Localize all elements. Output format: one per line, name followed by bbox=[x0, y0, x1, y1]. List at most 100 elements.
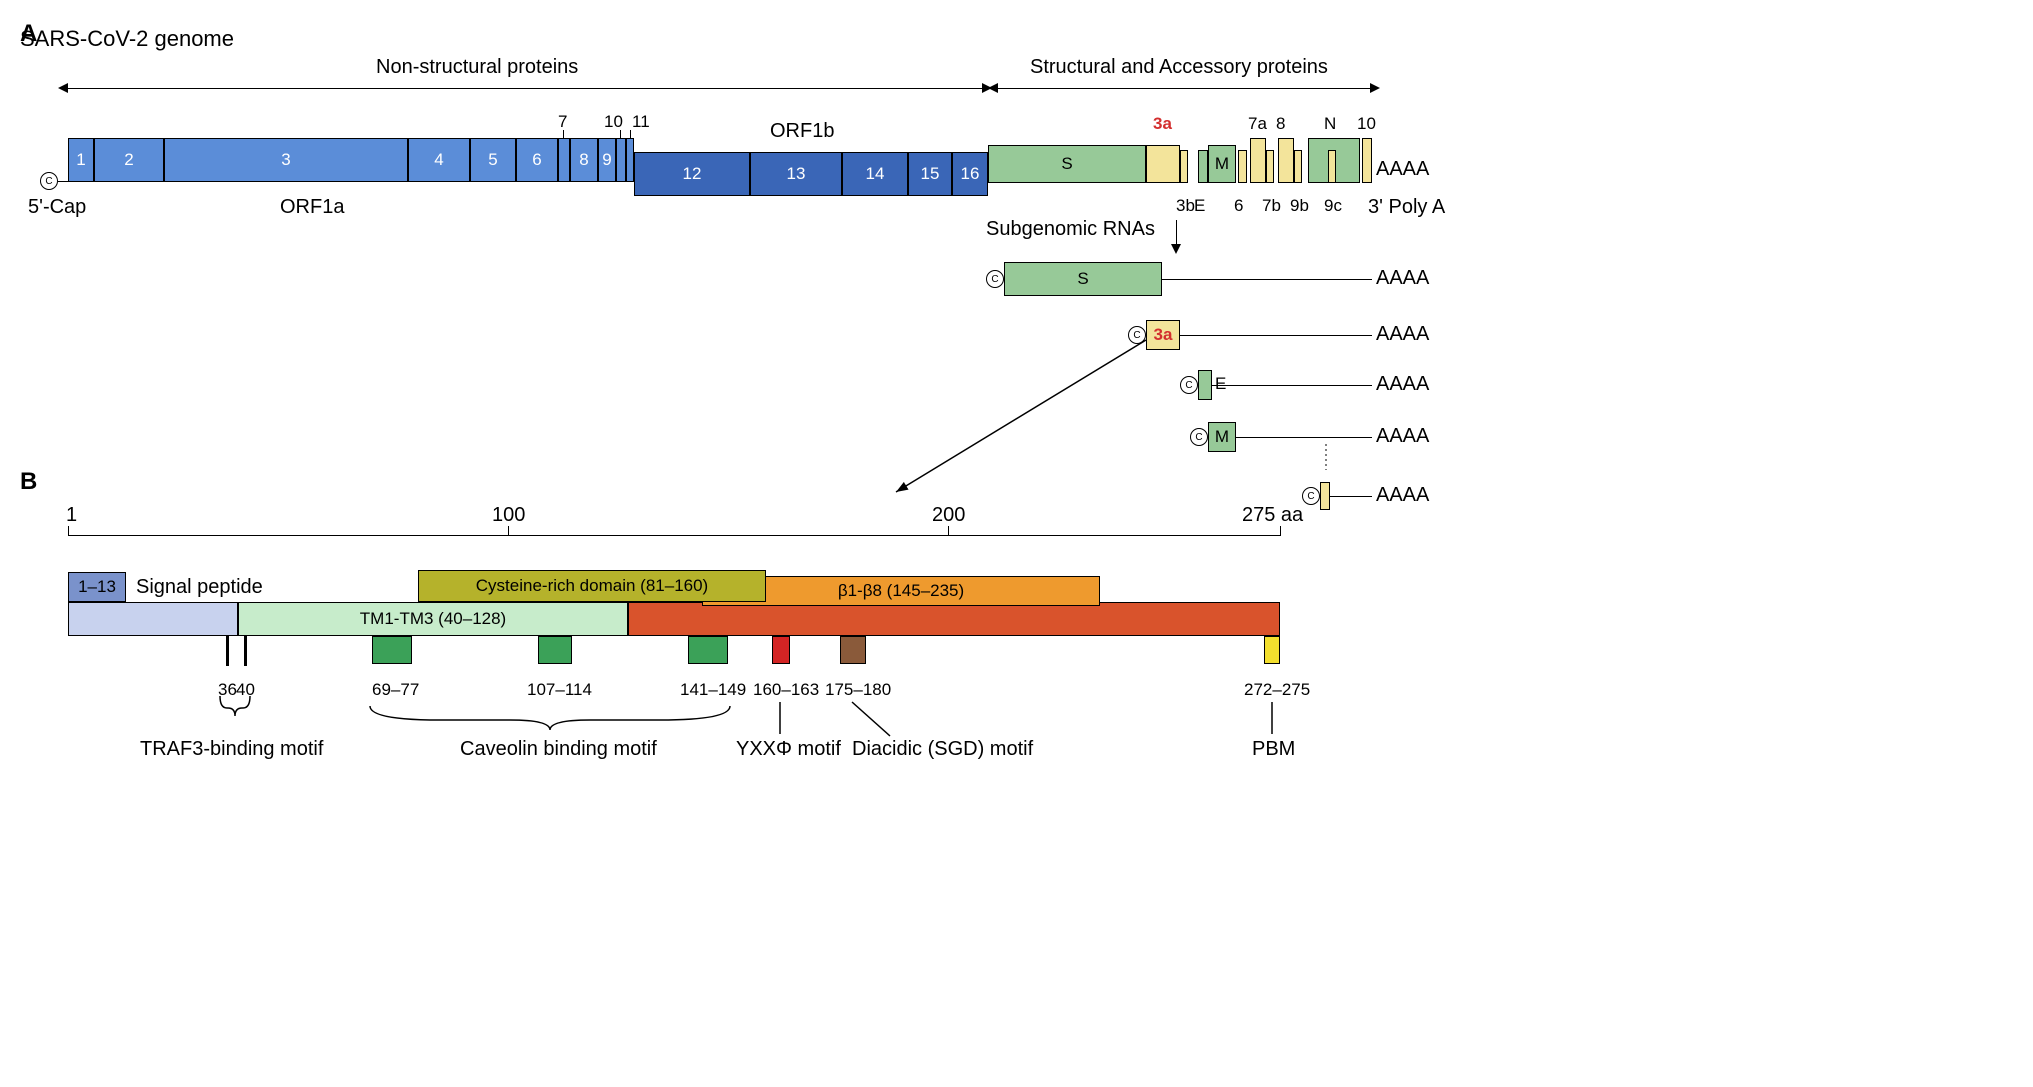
cap-icon: C bbox=[1128, 326, 1146, 344]
caveolin-label: Caveolin binding motif bbox=[460, 738, 657, 761]
signal-peptide-text: Signal peptide bbox=[136, 576, 263, 599]
sg-aaaa: AAAA bbox=[1376, 425, 1429, 448]
motif-label: 107–114 bbox=[527, 680, 592, 700]
orf1a-seg: 9 bbox=[598, 138, 616, 182]
structural-seg-label: 9b bbox=[1290, 196, 1309, 216]
structural-seg bbox=[1198, 150, 1208, 183]
sg-aaaa: AAAA bbox=[1376, 323, 1429, 346]
sg-gene: M bbox=[1208, 422, 1236, 452]
orf1b-seg: 15 bbox=[908, 152, 952, 196]
orf1a-seg: 4 bbox=[408, 138, 470, 182]
structural-seg bbox=[1238, 150, 1247, 183]
ruler-end: 275 aa bbox=[1242, 504, 1303, 527]
sg-aaaa: AAAA bbox=[1376, 373, 1429, 396]
traf3-label: TRAF3-binding motif bbox=[140, 738, 323, 761]
sg-gene: S bbox=[1004, 262, 1162, 296]
motif-tick bbox=[244, 636, 247, 666]
structural-seg-label: E bbox=[1194, 196, 1205, 216]
tick-10 bbox=[620, 130, 621, 138]
structural-seg-label: 3b bbox=[1176, 196, 1195, 216]
structural-seg bbox=[1362, 138, 1372, 183]
structural-seg-label: 6 bbox=[1234, 196, 1243, 216]
ruler-200: 200 bbox=[932, 504, 965, 527]
ruler-tend bbox=[1280, 526, 1281, 536]
subgenomic-label: Subgenomic RNAs bbox=[986, 218, 1155, 241]
tick-7 bbox=[563, 130, 564, 138]
sap-arrow-line bbox=[998, 88, 1370, 89]
domain-block: 1–13 bbox=[68, 572, 126, 602]
cap-icon: C bbox=[986, 270, 1004, 288]
yxx-label: YXXΦ motif bbox=[736, 738, 841, 761]
panel-b-label: B bbox=[20, 468, 37, 496]
sap-arrow-left bbox=[988, 83, 998, 93]
structural-seg bbox=[1250, 138, 1266, 183]
structural-seg-label: N bbox=[1324, 114, 1336, 134]
orf1b-seg: 12 bbox=[634, 152, 750, 196]
structural-seg bbox=[1146, 145, 1180, 183]
structural-seg-label: 9c bbox=[1324, 196, 1342, 216]
cap-icon: C bbox=[1180, 376, 1198, 394]
cap-icon: C bbox=[1190, 428, 1208, 446]
sg-gene bbox=[1198, 370, 1212, 400]
domain-block: TM1-TM3 (40–128) bbox=[238, 602, 628, 636]
structural-seg-label: 10 bbox=[1357, 114, 1376, 134]
orf1a-seg bbox=[626, 138, 634, 182]
motif-tick bbox=[226, 636, 229, 666]
motif-box bbox=[772, 636, 790, 664]
genome-figure: A SARS-CoV-2 genome Non-structural prote… bbox=[20, 20, 1540, 840]
orf1a-n7: 7 bbox=[558, 112, 567, 132]
orf1a-seg: 2 bbox=[94, 138, 164, 182]
orf1b-seg: 16 bbox=[952, 152, 988, 196]
motif-box bbox=[538, 636, 572, 664]
structural-seg bbox=[1180, 150, 1188, 183]
domain-block: Cysteine-rich domain (81–160) bbox=[418, 570, 766, 602]
sap-arrow-right bbox=[1370, 83, 1380, 93]
motif-label: 36 bbox=[218, 680, 237, 700]
sg-arrow-head bbox=[1171, 244, 1181, 254]
aaaa-main: AAAA bbox=[1376, 158, 1429, 181]
orf1a-seg: 8 bbox=[570, 138, 598, 182]
sap-label: Structural and Accessory proteins bbox=[1030, 56, 1328, 79]
cap-5prime-icon: C bbox=[40, 172, 58, 190]
cap-label: 5'-Cap bbox=[28, 196, 86, 219]
structural-seg-label: 3a bbox=[1153, 114, 1172, 134]
diacidic-label: Diacidic (SGD) motif bbox=[852, 738, 1033, 761]
orf1a-seg: 5 bbox=[470, 138, 516, 182]
domain-block bbox=[68, 602, 238, 636]
cap-icon: C bbox=[1302, 487, 1320, 505]
cap-line bbox=[58, 181, 68, 182]
structural-seg: M bbox=[1208, 145, 1236, 183]
structural-seg-label: 7b bbox=[1262, 196, 1281, 216]
structural-seg bbox=[1294, 150, 1302, 183]
nsp-label: Non-structural proteins bbox=[376, 56, 578, 79]
sg-line bbox=[1212, 385, 1372, 386]
orf1b-seg: 14 bbox=[842, 152, 908, 196]
motif-label: 141–149 bbox=[680, 680, 746, 700]
sg-line bbox=[1162, 279, 1372, 280]
structural-seg-label: 8 bbox=[1276, 114, 1285, 134]
motif-label: 272–275 bbox=[1244, 680, 1310, 700]
motif-box bbox=[840, 636, 866, 664]
structural-seg bbox=[1328, 150, 1336, 183]
sg-arrow-line bbox=[1176, 220, 1177, 244]
orf1a-n11: 11 bbox=[632, 112, 650, 132]
orf1b-label: ORF1b bbox=[770, 120, 834, 143]
nsp-arrow-line bbox=[68, 88, 982, 89]
orf1a-seg bbox=[616, 138, 626, 182]
orf1a-n10: 10 bbox=[604, 112, 623, 132]
ruler-100: 100 bbox=[492, 504, 525, 527]
structural-seg bbox=[1278, 138, 1294, 183]
motif-label: 175–180 bbox=[825, 680, 891, 700]
motif-label: 69–77 bbox=[372, 680, 419, 700]
sg-aaaa: AAAA bbox=[1376, 267, 1429, 290]
domain-block bbox=[628, 602, 1280, 636]
orf1a-seg: 3 bbox=[164, 138, 408, 182]
ruler-t200 bbox=[948, 526, 949, 536]
structural-seg bbox=[1266, 150, 1274, 183]
nsp-arrow-left bbox=[58, 83, 68, 93]
tick-11 bbox=[630, 130, 631, 138]
structural-seg: S bbox=[988, 145, 1146, 183]
sg-gene: 3a bbox=[1146, 320, 1180, 350]
orf1a-label: ORF1a bbox=[280, 196, 344, 219]
sg-line bbox=[1236, 437, 1372, 438]
